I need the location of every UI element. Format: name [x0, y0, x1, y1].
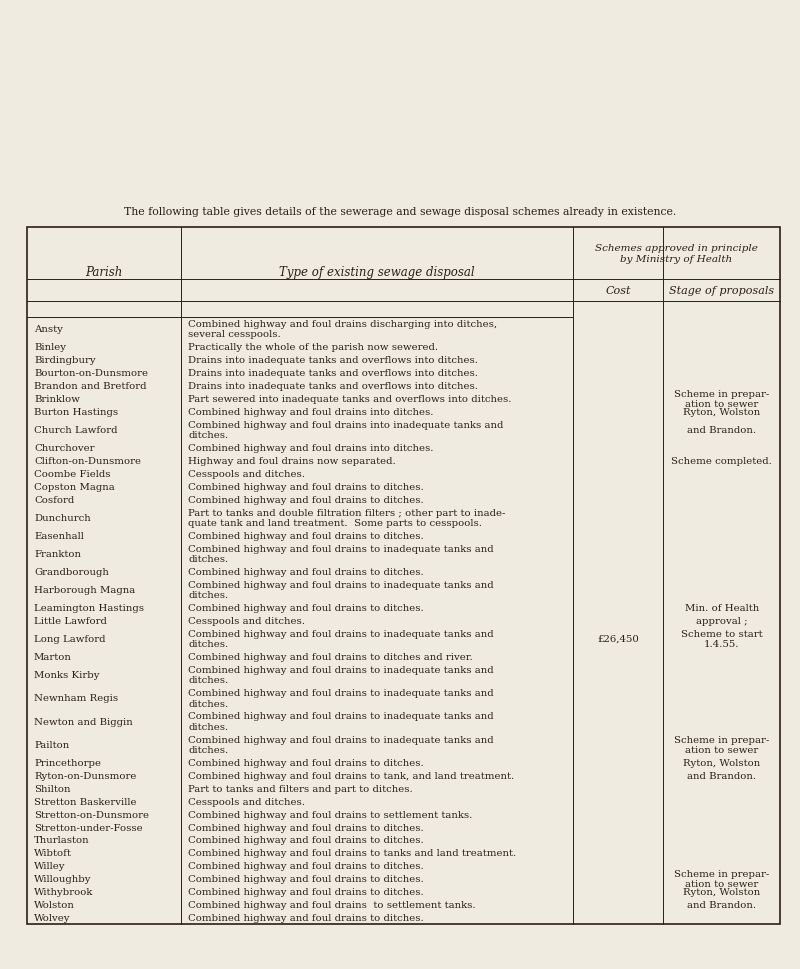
Text: Combined highway and foul drains discharging into ditches,
several cesspools.: Combined highway and foul drains dischar… [188, 320, 498, 339]
Text: Leamington Hastings: Leamington Hastings [34, 604, 144, 612]
Text: Combined highway and foul drains to ditches.: Combined highway and foul drains to ditc… [188, 604, 424, 612]
Text: Churchover: Churchover [34, 444, 94, 453]
Text: Ryton-on-Dunsmore: Ryton-on-Dunsmore [34, 771, 136, 780]
Text: Brinklow: Brinklow [34, 394, 80, 403]
Text: Ryton, Wolston: Ryton, Wolston [683, 758, 760, 767]
Text: Monks Kirby: Monks Kirby [34, 671, 99, 679]
Text: Highway and foul drains now separated.: Highway and foul drains now separated. [188, 456, 396, 465]
Text: Wolvey: Wolvey [34, 913, 70, 922]
Text: Combined highway and foul drains to inadequate tanks and
ditches.: Combined highway and foul drains to inad… [188, 580, 494, 600]
Bar [27, 228, 780, 924]
Text: Scheme in prepar-
ation to sewer: Scheme in prepar- ation to sewer [674, 869, 770, 889]
Text: Stretton-on-Dunsmore: Stretton-on-Dunsmore [34, 810, 149, 819]
Text: Combined highway and foul drains to ditches.: Combined highway and foul drains to ditc… [188, 495, 424, 504]
Text: Part to tanks and double filtration filters ; other part to inade-
quate tank an: Part to tanks and double filtration filt… [188, 508, 506, 527]
Text: Combined highway and foul drains to ditches and river.: Combined highway and foul drains to ditc… [188, 652, 473, 662]
Text: Shilton: Shilton [34, 784, 70, 793]
Text: Willoughby: Willoughby [34, 874, 91, 884]
Text: Type of existing sewage disposal: Type of existing sewage disposal [279, 266, 475, 279]
Text: Cesspools and ditches.: Cesspools and ditches. [188, 469, 306, 479]
Text: Drains into inadequate tanks and overflows into ditches.: Drains into inadequate tanks and overflo… [188, 356, 478, 364]
Text: Withybrook: Withybrook [34, 888, 94, 896]
Text: Clifton-on-Dunsmore: Clifton-on-Dunsmore [34, 456, 141, 465]
Text: Easenhall: Easenhall [34, 531, 84, 541]
Text: Harborough Magna: Harborough Magna [34, 585, 135, 594]
Text: Church Lawford: Church Lawford [34, 425, 118, 434]
Text: Combined highway and foul drains to inadequate tanks and
ditches.: Combined highway and foul drains to inad… [188, 689, 494, 708]
Text: Dunchurch: Dunchurch [34, 514, 90, 522]
Text: Marton: Marton [34, 652, 72, 662]
Text: Little Lawford: Little Lawford [34, 616, 107, 625]
Text: and Brandon.: and Brandon. [687, 771, 756, 780]
Text: Newton and Biggin: Newton and Biggin [34, 717, 133, 726]
Text: Stretton Baskerville: Stretton Baskerville [34, 797, 137, 806]
Text: Birdingbury: Birdingbury [34, 356, 96, 364]
Text: Combined highway and foul drains to inadequate tanks and
ditches.: Combined highway and foul drains to inad… [188, 666, 494, 685]
Text: Grandborough: Grandborough [34, 568, 109, 577]
Text: Combined highway and foul drains to ditches.: Combined highway and foul drains to ditc… [188, 913, 424, 922]
Text: and Brandon.: and Brandon. [687, 900, 756, 909]
Text: and Brandon.: and Brandon. [687, 425, 756, 434]
Text: approval ;: approval ; [696, 616, 747, 625]
Text: Combined highway and foul drains to ditches.: Combined highway and foul drains to ditc… [188, 483, 424, 491]
Text: Combined highway and foul drains into ditches.: Combined highway and foul drains into di… [188, 407, 434, 417]
Text: Combined highway and foul drains into inadequate tanks and
ditches.: Combined highway and foul drains into in… [188, 421, 504, 440]
Text: Frankton: Frankton [34, 549, 81, 558]
Text: Schemes approved in principle
by Ministry of Health: Schemes approved in principle by Ministr… [595, 244, 758, 264]
Text: Thurlaston: Thurlaston [34, 835, 90, 845]
Text: Pailton: Pailton [34, 740, 70, 749]
Text: Combined highway and foul drains into ditches.: Combined highway and foul drains into di… [188, 444, 434, 453]
Text: Stage of proposals: Stage of proposals [669, 286, 774, 296]
Text: Cesspools and ditches.: Cesspools and ditches. [188, 616, 306, 625]
Text: Combined highway and foul drains to ditches.: Combined highway and foul drains to ditc… [188, 758, 424, 767]
Text: Combined highway and foul drains to ditches.: Combined highway and foul drains to ditc… [188, 861, 424, 870]
Text: Combined highway and foul drains to ditches.: Combined highway and foul drains to ditc… [188, 888, 424, 896]
Text: Combined highway and foul drains to tank, and land treatment.: Combined highway and foul drains to tank… [188, 771, 514, 780]
Text: Combined highway and foul drains to inadequate tanks and
ditches.: Combined highway and foul drains to inad… [188, 629, 494, 648]
Text: Ryton, Wolston: Ryton, Wolston [683, 888, 760, 896]
Text: Combined highway and foul drains to ditches.: Combined highway and foul drains to ditc… [188, 568, 424, 577]
Text: Combined highway and foul drains to ditches.: Combined highway and foul drains to ditc… [188, 835, 424, 845]
Text: The following table gives details of the sewerage and sewage disposal schemes al: The following table gives details of the… [124, 206, 676, 217]
Text: Cost: Cost [606, 286, 631, 296]
Text: Combined highway and foul drains to ditches.: Combined highway and foul drains to ditc… [188, 531, 424, 541]
Text: Coombe Fields: Coombe Fields [34, 469, 110, 479]
Text: Min. of Health: Min. of Health [685, 604, 758, 612]
Text: Combined highway and foul drains to ditches.: Combined highway and foul drains to ditc… [188, 874, 424, 884]
Text: Ansty: Ansty [34, 325, 63, 333]
Text: Long Lawford: Long Lawford [34, 635, 106, 643]
Text: Part to tanks and filters and part to ditches.: Part to tanks and filters and part to di… [188, 784, 413, 793]
Text: Combined highway and foul drains to settlement tanks.: Combined highway and foul drains to sett… [188, 810, 473, 819]
Text: Scheme completed.: Scheme completed. [671, 456, 772, 465]
Text: Scheme in prepar-
ation to sewer: Scheme in prepar- ation to sewer [674, 390, 770, 409]
Text: Binley: Binley [34, 343, 66, 352]
Text: Bourton-on-Dunsmore: Bourton-on-Dunsmore [34, 368, 148, 378]
Text: Brandon and Bretford: Brandon and Bretford [34, 382, 146, 391]
Text: Drains into inadequate tanks and overflows into ditches.: Drains into inadequate tanks and overflo… [188, 368, 478, 378]
Text: Stretton-under-Fosse: Stretton-under-Fosse [34, 823, 142, 831]
Text: Wibtoft: Wibtoft [34, 849, 72, 858]
Text: Scheme to start
1.4.55.: Scheme to start 1.4.55. [681, 629, 762, 648]
Text: £26,450: £26,450 [598, 635, 639, 643]
Text: Combined highway and foul drains to tanks and land treatment.: Combined highway and foul drains to tank… [188, 849, 517, 858]
Text: Combined highway and foul drains to inadequate tanks and
ditches.: Combined highway and foul drains to inad… [188, 545, 494, 564]
Text: Willey: Willey [34, 861, 66, 870]
Text: Practically the whole of the parish now sewered.: Practically the whole of the parish now … [188, 343, 438, 352]
Text: Cesspools and ditches.: Cesspools and ditches. [188, 797, 306, 806]
Text: Combined highway and foul drains to inadequate tanks and
ditches.: Combined highway and foul drains to inad… [188, 711, 494, 731]
Text: Copston Magna: Copston Magna [34, 483, 114, 491]
Text: Newnham Regis: Newnham Regis [34, 694, 118, 703]
Text: Drains into inadequate tanks and overflows into ditches.: Drains into inadequate tanks and overflo… [188, 382, 478, 391]
Text: Parish: Parish [86, 266, 123, 279]
Text: Cosford: Cosford [34, 495, 74, 504]
Text: Part sewered into inadequate tanks and overflows into ditches.: Part sewered into inadequate tanks and o… [188, 394, 512, 403]
Text: Combined highway and foul drains to ditches.: Combined highway and foul drains to ditc… [188, 823, 424, 831]
Text: Princethorpe: Princethorpe [34, 758, 101, 767]
Text: Combined highway and foul drains  to settlement tanks.: Combined highway and foul drains to sett… [188, 900, 476, 909]
Text: Scheme in prepar-
ation to sewer: Scheme in prepar- ation to sewer [674, 735, 770, 754]
Text: Wolston: Wolston [34, 900, 75, 909]
Text: Burton Hastings: Burton Hastings [34, 407, 118, 417]
Text: Ryton, Wolston: Ryton, Wolston [683, 407, 760, 417]
Text: Combined highway and foul drains to inadequate tanks and
ditches.: Combined highway and foul drains to inad… [188, 735, 494, 754]
